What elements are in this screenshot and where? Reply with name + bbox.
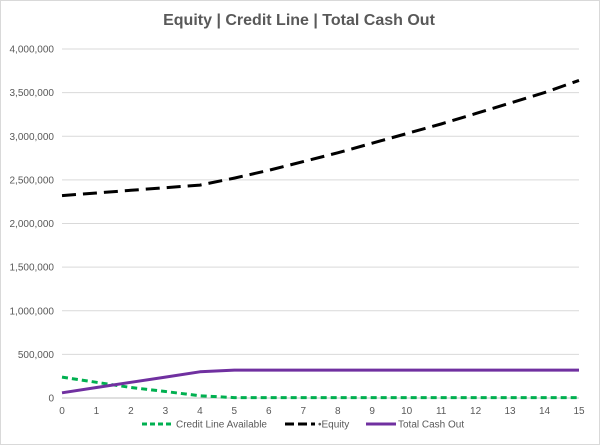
x-tick-label: 9 [369,406,375,417]
gridlines [62,48,579,355]
series-line-0 [61,375,579,400]
y-tick-label: 1,000,000 [10,306,55,317]
y-tick-label: 2,500,000 [10,175,55,186]
x-tick-label: 2 [128,406,134,417]
y-tick-label: 3,500,000 [10,88,55,99]
x-tick-label: 6 [266,406,272,417]
y-tick-label: 0 [48,394,54,405]
y-tick-label: 1,500,000 [10,263,55,274]
x-tick-label: 1 [94,406,100,417]
y-tick-label: 2,000,000 [10,219,55,230]
x-tick-label: 15 [573,406,585,417]
chart-title: Equity | Credit Line | Total Cash Out [163,12,435,29]
y-tick-label: 4,000,000 [10,45,55,56]
y-tick-label: 3,000,000 [10,132,55,143]
legend-label-1: •Equity [318,420,349,431]
y-tick-label: 500,000 [18,350,55,361]
x-tick-label: 10 [401,406,413,417]
x-tick-label: 12 [470,406,482,417]
series-lines [61,78,580,400]
legend: Credit Line Available •Equity Total Cash O… [142,420,464,431]
series-line-1 [61,78,580,198]
x-tick-label: 4 [197,406,203,417]
x-tick-label: 5 [232,406,238,417]
x-tick-label: 11 [436,406,447,417]
x-tick-label: 13 [505,406,517,417]
series-line-2 [61,368,579,395]
legend-label-2: Total Cash Out [398,420,464,431]
x-tick-label: 7 [300,406,306,417]
x-tick-label: 0 [59,406,65,417]
x-tick-label: 8 [335,406,341,417]
x-tick-label: 3 [163,406,169,417]
x-tick-label: 14 [539,406,551,417]
axes: 0 500,000 1,000,000 1,500,000 2,000,000 2,500… [10,45,585,418]
legend-label-0: Credit Line Available [176,420,267,431]
